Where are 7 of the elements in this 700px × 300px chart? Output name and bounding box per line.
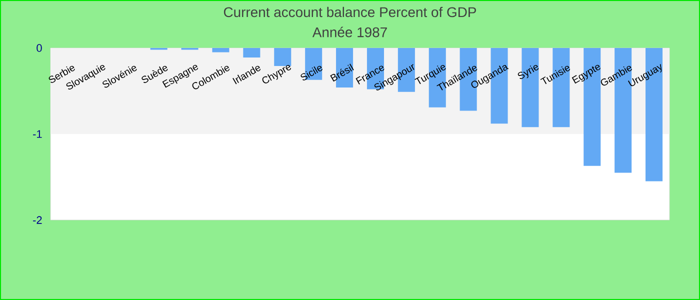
x-tick-label: Sicile (300, 66, 322, 80)
y-tick-label: -2 (33, 216, 42, 224)
y-tick-label: -1 (33, 130, 42, 138)
chart-title: Current account balance Percent of GDP (224, 6, 476, 18)
y-tick-label: 0 (36, 44, 42, 52)
x-tick-label: Syrie (518, 65, 539, 80)
chart-subtitle: Année 1987 (312, 26, 387, 38)
